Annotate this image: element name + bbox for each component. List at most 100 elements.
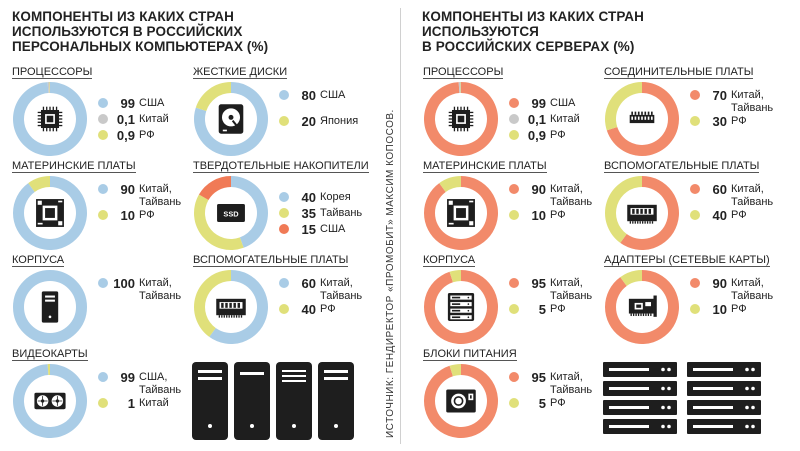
- legend-item: 90 Китай, Тайвань: [509, 182, 613, 208]
- legend-value: 99: [120, 370, 135, 385]
- donut-slice-1: [458, 82, 461, 94]
- donut-slice-0: [194, 82, 268, 156]
- pc-title-line-1: КОМПОНЕНТЫ ИЗ КАКИХ СТРАН: [12, 9, 234, 24]
- legend-swatch: [98, 98, 108, 108]
- server-rack-icon: [447, 293, 475, 321]
- donut-slice-1: [449, 270, 461, 283]
- legend-label: РФ: [550, 129, 566, 141]
- legend-item: 35 Тайвань: [279, 206, 383, 222]
- legend-value: 100: [113, 276, 135, 291]
- legend-item: 0,9 РФ: [98, 128, 202, 144]
- legend-swatch: [509, 304, 519, 314]
- legend-value: 40: [712, 208, 727, 223]
- legend-value: 35: [301, 206, 316, 221]
- legend-label: Китай, Тайвань: [550, 183, 593, 208]
- legend-label: РФ: [139, 209, 155, 221]
- legend-item: 70 Китай, Тайвань: [690, 88, 794, 114]
- legend-value: 40: [301, 302, 316, 317]
- panel-title: ВСПОМОГАТЕЛЬНЫЕ ПЛАТЫ: [604, 160, 760, 173]
- legend: 90 Китай, Тайвань 10 РФ: [98, 182, 202, 234]
- legend-value: 60: [301, 276, 316, 291]
- panel-title: ТВЕРДОТЕЛЬНЫЕ НАКОПИТЕЛИ: [193, 160, 369, 173]
- legend-swatch: [279, 90, 289, 100]
- donut-slice-0: [12, 176, 87, 250]
- legend-item: 100 Китай, Тайвань: [98, 276, 202, 302]
- panel-title: ПРОЦЕССОРЫ: [12, 66, 93, 79]
- motherboard-icon: [36, 199, 64, 227]
- legend-swatch: [98, 278, 108, 288]
- legend-value: 0,1: [527, 112, 546, 127]
- legend-label: РФ: [731, 303, 747, 315]
- pc-panel-корпуса: КОРПУСА 100 Китай, Тайвань: [12, 254, 202, 346]
- legend-label: Китай: [139, 397, 169, 409]
- panel-title: ВСПОМОГАТЕЛЬНЫЕ ПЛАТЫ: [193, 254, 349, 267]
- legend-value: 99: [531, 96, 546, 111]
- donut-slice-0: [606, 82, 679, 156]
- donut-slice-0: [620, 176, 679, 250]
- donut-slice-0: [424, 270, 498, 344]
- pc-case-icon: [41, 291, 59, 323]
- donut-slice-2: [198, 176, 231, 200]
- server-panel-материнские-платы: МАТЕРИНСКИЕ ПЛАТЫ 90 Китай, Тайвань 10 РФ: [423, 160, 613, 252]
- donut-slice-1: [195, 82, 231, 111]
- legend-swatch: [509, 130, 519, 140]
- legend-label: США: [550, 97, 576, 109]
- donut-slice-1: [439, 176, 461, 192]
- legend-swatch: [98, 372, 108, 382]
- legend-value: 0,1: [116, 112, 135, 127]
- legend-swatch: [509, 210, 519, 220]
- server-section-title: КОМПОНЕНТЫ ИЗ КАКИХ СТРАН ИСПОЛЬЗУЮТСЯ В…: [422, 9, 644, 54]
- panel-title: БЛОКИ ПИТАНИЯ: [423, 348, 517, 361]
- legend: 95 Китай, Тайвань 5 РФ: [509, 370, 613, 422]
- legend: 40 Корея 35 Тайвань 15 США: [279, 190, 383, 238]
- expansion-card-icon: [627, 204, 657, 224]
- donut-slice-1: [47, 82, 50, 94]
- panel-title: СОЕДИНИТЕЛЬНЫЕ ПЛАТЫ: [604, 66, 754, 79]
- donut-chart: [424, 176, 498, 250]
- panel-title: ПРОЦЕССОРЫ: [423, 66, 504, 79]
- legend-swatch: [690, 184, 700, 194]
- svg-text:SSD: SSD: [223, 209, 239, 218]
- legend: 60 Китай, Тайвань 40 РФ: [279, 276, 383, 328]
- legend-value: 15: [301, 222, 316, 237]
- server-title-line-2: ИСПОЛЬЗУЮТСЯ: [422, 24, 539, 39]
- legend-value: 5: [538, 396, 546, 411]
- legend-label: США: [320, 223, 346, 235]
- donut-slice-1: [194, 194, 244, 250]
- cpu-icon: [447, 105, 475, 133]
- legend-item: 10 РФ: [98, 208, 202, 234]
- legend-swatch: [279, 224, 289, 234]
- donut-chart: [605, 176, 679, 250]
- legend-item: 15 США: [279, 222, 383, 238]
- legend-label: Китай: [139, 113, 169, 125]
- legend-item: 99 США, Тайвань: [98, 370, 202, 396]
- legend-value: 20: [301, 114, 316, 129]
- legend-value: 95: [531, 276, 546, 291]
- legend-swatch: [98, 184, 108, 194]
- panel-title: АДАПТЕРЫ (СЕТЕВЫЕ КАРТЫ): [604, 254, 770, 267]
- gpu-icon: [34, 392, 66, 410]
- legend-swatch: [690, 278, 700, 288]
- legend: 100 Китай, Тайвань: [98, 276, 202, 302]
- donut-slice-0: [13, 270, 87, 344]
- panel-title: МАТЕРИНСКИЕ ПЛАТЫ: [12, 160, 136, 173]
- legend-swatch: [509, 184, 519, 194]
- legend-value: 10: [712, 302, 727, 317]
- legend-label: РФ: [550, 209, 566, 221]
- donut-slice-0: [231, 176, 268, 248]
- legend-item: 40 Корея: [279, 190, 383, 206]
- legend-label: Китай, Тайвань: [731, 183, 774, 208]
- legend-value: 80: [301, 88, 316, 103]
- donut-slice-0: [12, 364, 88, 438]
- legend-item: 10 РФ: [690, 302, 794, 328]
- motherboard-icon: [447, 199, 475, 227]
- legend-item: 5 РФ: [509, 302, 613, 328]
- legend-label: Китай, Тайвань: [550, 371, 593, 396]
- server-panel-процессоры: ПРОЦЕССОРЫ 99 США 0,1 Китай 0,9 РФ: [423, 66, 613, 158]
- legend-label: Япония: [320, 115, 359, 127]
- legend-item: 0,1 Китай: [509, 112, 613, 128]
- donut-slice-1: [605, 176, 642, 243]
- legend-item: 20 Япония: [279, 114, 383, 140]
- legend-swatch: [690, 210, 700, 220]
- pc-panel-материнские-платы: МАТЕРИНСКИЕ ПЛАТЫ 90 Китай, Тайвань 10 РФ: [12, 160, 202, 252]
